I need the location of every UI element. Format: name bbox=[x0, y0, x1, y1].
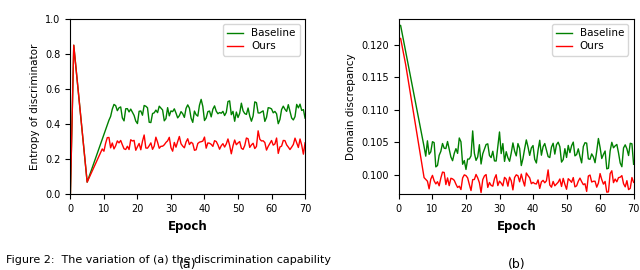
Ours bbox=[472, 173, 480, 176]
Ours bbox=[630, 181, 637, 184]
Ours bbox=[477, 191, 485, 194]
X-axis label: Epoch: Epoch bbox=[168, 220, 207, 233]
Text: (a): (a) bbox=[179, 258, 196, 270]
Ours bbox=[408, 104, 416, 107]
Baseline bbox=[68, 118, 76, 122]
Baseline bbox=[301, 117, 309, 120]
Ours bbox=[301, 141, 309, 144]
Ours bbox=[67, 193, 74, 196]
Y-axis label: Entropy of discriminator: Entropy of discriminator bbox=[29, 43, 40, 170]
Text: (b): (b) bbox=[508, 258, 525, 270]
Baseline bbox=[596, 146, 604, 149]
Ours bbox=[620, 182, 627, 185]
Ours bbox=[145, 144, 153, 147]
Ours bbox=[395, 37, 403, 40]
Baseline bbox=[474, 155, 481, 158]
Line: Baseline: Baseline bbox=[70, 45, 305, 194]
Baseline bbox=[395, 24, 403, 27]
Ours bbox=[70, 44, 77, 47]
Ours bbox=[273, 136, 280, 140]
Baseline bbox=[620, 146, 627, 150]
Ours bbox=[291, 137, 299, 140]
Baseline bbox=[601, 149, 609, 153]
Text: Figure 2:  The variation of (a) the discrimination capability: Figure 2: The variation of (a) the discr… bbox=[6, 255, 332, 265]
Line: Ours: Ours bbox=[399, 38, 634, 193]
Baseline bbox=[397, 24, 404, 27]
Baseline bbox=[273, 112, 280, 115]
Legend: Baseline, Ours: Baseline, Ours bbox=[223, 24, 300, 56]
Line: Baseline: Baseline bbox=[399, 25, 634, 170]
Baseline bbox=[408, 85, 416, 88]
Baseline bbox=[268, 107, 275, 110]
Ours bbox=[82, 163, 90, 167]
Ours bbox=[601, 180, 609, 183]
Ours bbox=[596, 172, 604, 175]
Baseline bbox=[630, 163, 637, 166]
Baseline bbox=[67, 193, 74, 196]
Line: Ours: Ours bbox=[70, 45, 305, 194]
Baseline bbox=[70, 44, 77, 47]
Baseline bbox=[145, 121, 153, 124]
Baseline bbox=[82, 163, 90, 167]
Ours bbox=[268, 139, 275, 142]
X-axis label: Epoch: Epoch bbox=[497, 220, 536, 233]
Ours bbox=[68, 118, 76, 122]
Baseline bbox=[462, 168, 470, 171]
Legend: Baseline, Ours: Baseline, Ours bbox=[552, 24, 628, 56]
Ours bbox=[397, 37, 404, 40]
Y-axis label: Domain discrepancy: Domain discrepancy bbox=[346, 53, 356, 160]
Baseline bbox=[291, 115, 299, 118]
